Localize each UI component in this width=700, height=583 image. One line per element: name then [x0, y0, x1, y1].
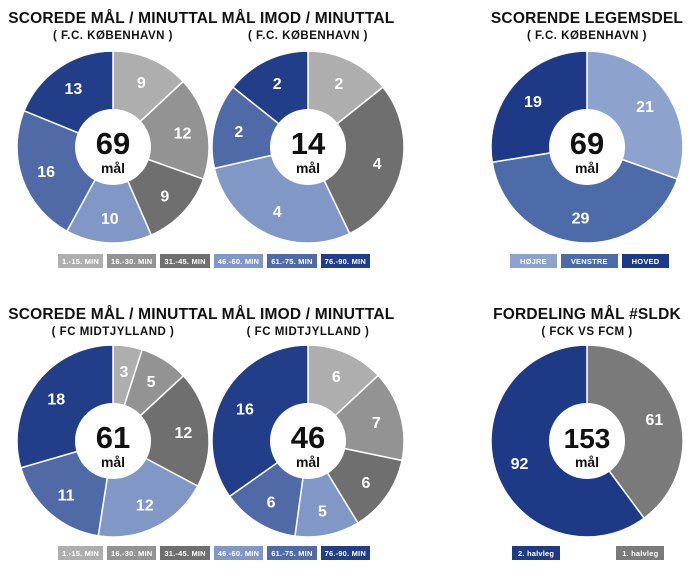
slice-value-label: 18 [47, 391, 65, 408]
slice-value-label: 2 [234, 124, 243, 141]
slice-value-label: 4 [273, 204, 282, 221]
slice-value-label: 19 [524, 94, 542, 111]
legend-minutes-bottom: 1.-15. MIN 16.-30. MIN 31.-45. MIN 46.-60. … [58, 546, 374, 560]
slice-value-label: 10 [101, 211, 119, 228]
slice-value-label: 6 [267, 495, 276, 512]
center-unit: mål [575, 160, 599, 176]
slice-value-label: 5 [147, 374, 156, 391]
center-total: 14 [291, 126, 326, 161]
donut-center [270, 403, 346, 479]
slice-value-label: 2 [334, 76, 343, 93]
legend-item: HOVED [621, 254, 670, 268]
center-unit: mål [101, 454, 125, 470]
chart-subtitle: ( F.C. KØBENHAVN ) [527, 30, 647, 42]
chart-subtitle: ( FC MIDTJYLLAND ) [51, 326, 175, 338]
slice-value-label: 21 [636, 99, 654, 116]
slice-value-label: 4 [373, 156, 382, 173]
center-total: 46 [291, 420, 325, 455]
chart-title: MÅL IMOD / MINUTTAL [221, 306, 395, 323]
legend-item: 61.-75. MIN [267, 254, 317, 268]
donut-center [75, 109, 151, 185]
chart-subtitle: ( F.C. KØBENHAVN ) [53, 30, 173, 42]
chart-title: SCORENDE LEGEMSDEL [490, 10, 684, 27]
legend-item: 16.-30. MIN [107, 546, 157, 560]
legend-halves: 2. halvleg 1. halvleg [512, 546, 700, 560]
slice-value-label: 12 [175, 425, 193, 442]
legend-minutes-top: 1.-15. MIN 16.-30. MIN 31.-45. MIN 46.-60. … [58, 254, 374, 268]
legend-item: 1.-15. MIN [58, 254, 104, 268]
slice-value-label: 29 [572, 211, 590, 228]
slice-76-90-min [211, 344, 309, 498]
center-total: 61 [96, 420, 130, 455]
slice-value-label: 92 [511, 456, 529, 473]
legend-item: 46.-60. MIN [213, 546, 264, 560]
chart-title: SCOREDE MÅL / MINUTTAL [8, 306, 218, 323]
center-unit: mål [296, 160, 320, 176]
slice-value-label: 6 [332, 369, 341, 386]
slice-value-label: 12 [136, 498, 154, 515]
slice-value-label: 13 [64, 81, 82, 98]
slice-value-label: 61 [646, 412, 664, 429]
legend-item: 31.-45. MIN [160, 254, 210, 268]
slice-venstre [491, 146, 679, 244]
slice-value-label: 9 [160, 188, 169, 205]
slice-value-label: 9 [137, 75, 146, 92]
chart-subtitle: ( F.C. KØBENHAVN ) [248, 30, 368, 42]
chart-title: SCOREDE MÅL / MINUTTAL [8, 10, 218, 27]
slice-value-label: 11 [58, 487, 75, 504]
chart-title: FORDELING MÅL #SLDK [493, 306, 681, 323]
slice-value-label: 16 [37, 164, 55, 181]
center-unit: mål [575, 454, 599, 470]
center-total: 69 [570, 126, 604, 161]
legend-item: 61.-75. MIN [267, 546, 317, 560]
donut-center [549, 403, 625, 479]
center-total: 69 [96, 126, 130, 161]
legend-item: 1. halvleg [616, 546, 665, 560]
legend-item: 16.-30. MIN [107, 254, 157, 268]
slice-value-label: 16 [236, 401, 254, 418]
slice-value-label: 3 [119, 364, 128, 381]
chart-subtitle: ( FC MIDTJYLLAND ) [246, 326, 370, 338]
center-unit: mål [296, 454, 320, 470]
chart-title: MÅL IMOD / MINUTTAL [221, 10, 395, 27]
legend-item: 76.-90. MIN [320, 546, 370, 560]
legend-item: 2. halvleg [512, 546, 561, 560]
chart-subtitle: ( FCK VS FCM ) [541, 326, 633, 338]
legend-item: 46.-60. MIN [213, 254, 264, 268]
donut-center [75, 403, 151, 479]
donut-center [549, 109, 625, 185]
legend-item: HØJRE [510, 254, 557, 268]
slice-31-45-min [307, 86, 405, 235]
slice-value-label: 7 [372, 415, 381, 432]
slice-value-label: 5 [318, 504, 327, 521]
donut-center [270, 109, 346, 185]
legend-item: 76.-90. MIN [320, 254, 370, 268]
center-total: 153 [564, 423, 611, 454]
legend-item: 1.-15. MIN [58, 546, 104, 560]
slice-value-label: 2 [273, 76, 282, 93]
slice-31-45-min [111, 374, 210, 488]
center-unit: mål [101, 160, 125, 176]
legend-body-part: HØJRE VENSTRE HOVED [510, 254, 673, 268]
legend-item: 31.-45. MIN [160, 546, 210, 560]
slice-46-60-min [65, 145, 153, 244]
slice-value-label: 6 [362, 475, 371, 492]
slice-value-label: 12 [174, 126, 192, 143]
legend-item: VENSTRE [560, 254, 618, 268]
slice-1-halvleg [586, 344, 684, 520]
